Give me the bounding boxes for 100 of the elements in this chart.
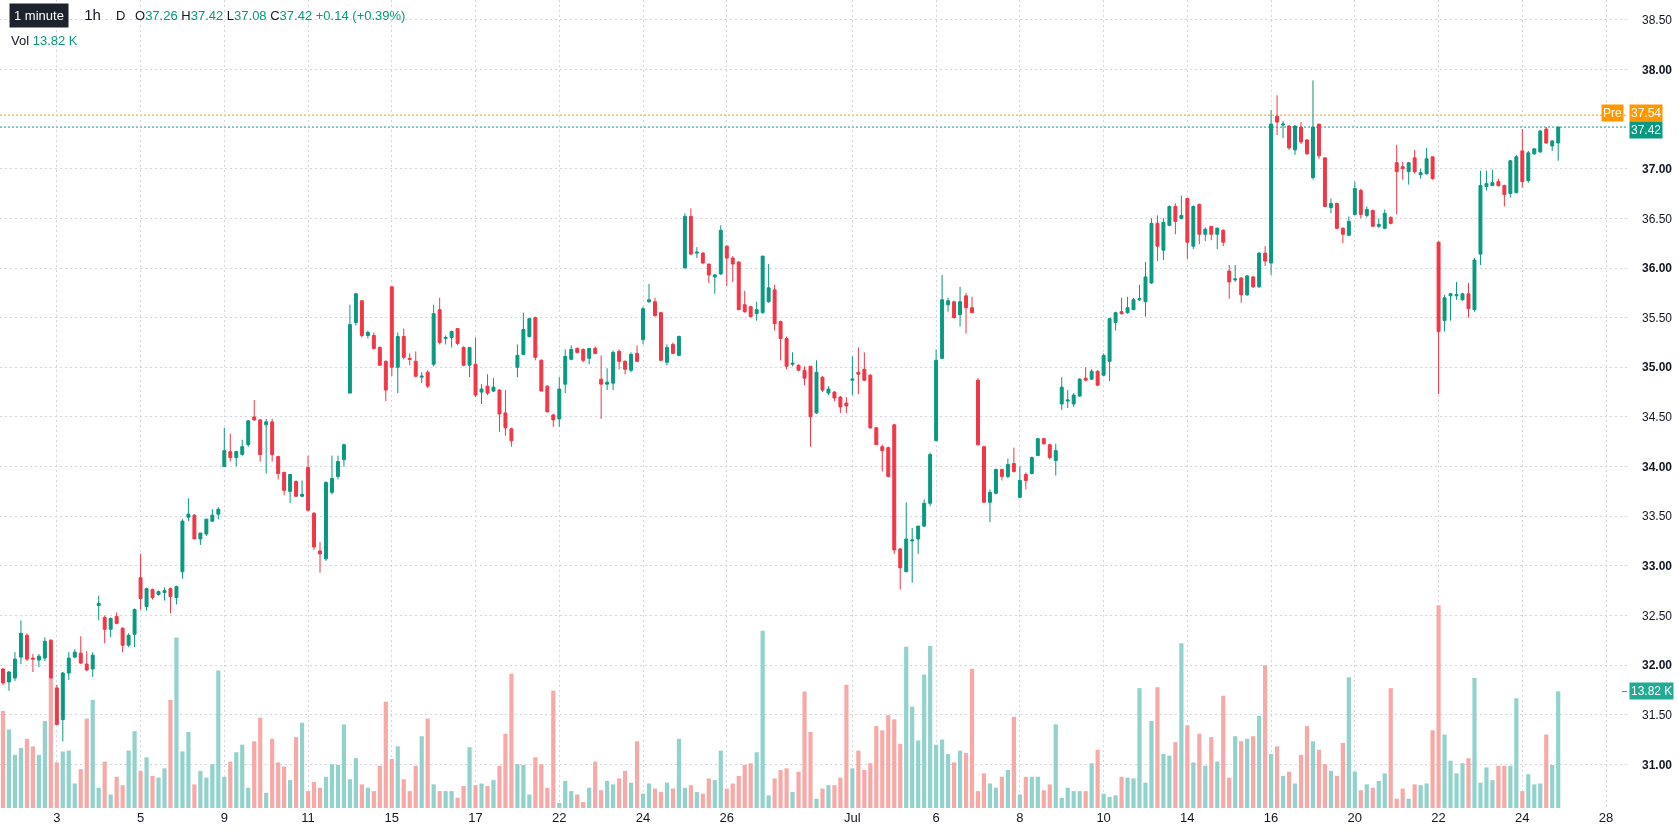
candlestick bbox=[306, 455, 311, 512]
candlestick bbox=[102, 614, 107, 644]
candlestick bbox=[982, 445, 986, 503]
bar bbox=[90, 699, 95, 808]
x-tick-label: 14 bbox=[1180, 810, 1195, 825]
candlestick bbox=[1514, 154, 1519, 195]
bar bbox=[1023, 776, 1028, 808]
candlestick bbox=[473, 336, 478, 398]
candlestick bbox=[1191, 204, 1196, 250]
candlestick bbox=[898, 547, 903, 591]
candlestick bbox=[1364, 205, 1369, 218]
bar bbox=[1412, 784, 1417, 808]
bar bbox=[353, 758, 358, 808]
y-tick-label: 37.00 bbox=[1642, 161, 1673, 176]
bar bbox=[814, 798, 819, 808]
candlestick bbox=[694, 246, 699, 259]
candlestick bbox=[431, 304, 436, 367]
candlestick bbox=[1053, 443, 1058, 476]
bar bbox=[886, 715, 891, 808]
candlestick bbox=[1041, 437, 1046, 446]
bar bbox=[1017, 794, 1022, 808]
bar bbox=[138, 770, 143, 808]
candlestick bbox=[605, 367, 610, 391]
candlestick bbox=[581, 347, 586, 363]
candlestick bbox=[126, 632, 131, 648]
candlestick bbox=[1257, 251, 1262, 289]
candlestick bbox=[419, 371, 424, 384]
candlestick bbox=[90, 651, 95, 678]
candlestick bbox=[270, 418, 275, 463]
bar bbox=[42, 721, 47, 808]
x-tick-label: 3 bbox=[53, 810, 61, 825]
candlestick bbox=[515, 343, 520, 378]
y-tick-label: 33.00 bbox=[1642, 559, 1673, 573]
candlestick bbox=[246, 419, 251, 448]
candlestick bbox=[24, 632, 29, 662]
bar bbox=[216, 670, 221, 808]
bar bbox=[198, 770, 203, 808]
candlestick bbox=[54, 684, 59, 726]
candlestick bbox=[371, 332, 376, 350]
bar bbox=[820, 788, 825, 808]
bar bbox=[826, 785, 831, 808]
candlestick bbox=[138, 553, 143, 610]
y-tick-label: 35.50 bbox=[1642, 310, 1673, 325]
candlestick bbox=[1508, 159, 1513, 199]
candlestick bbox=[479, 383, 484, 405]
bar bbox=[880, 730, 885, 808]
candlestick bbox=[599, 354, 604, 420]
bar bbox=[1424, 783, 1429, 808]
candlestick bbox=[264, 418, 269, 474]
bar bbox=[718, 750, 723, 808]
bar bbox=[1263, 665, 1268, 808]
candlestick bbox=[1550, 139, 1555, 152]
candlestick bbox=[1370, 208, 1375, 227]
bar bbox=[305, 791, 311, 808]
candlestick bbox=[1173, 202, 1178, 235]
candlestick bbox=[1029, 456, 1034, 475]
bar bbox=[736, 775, 741, 808]
bar bbox=[347, 779, 353, 808]
candlestick bbox=[1400, 161, 1405, 181]
bar bbox=[748, 763, 753, 808]
bar bbox=[1197, 733, 1202, 808]
bar bbox=[1245, 738, 1250, 808]
bar bbox=[611, 784, 616, 808]
candlestick bbox=[132, 607, 137, 648]
candlestick bbox=[42, 636, 47, 662]
candlestick bbox=[874, 426, 879, 446]
candlestick bbox=[1352, 181, 1357, 216]
bar bbox=[742, 764, 747, 808]
candlestick bbox=[748, 305, 753, 319]
candlestick bbox=[180, 518, 185, 580]
candlestick bbox=[353, 292, 358, 327]
y-tick-label: 31.50 bbox=[1642, 707, 1673, 722]
bar bbox=[1035, 776, 1040, 808]
bar bbox=[850, 768, 855, 808]
bar bbox=[551, 690, 556, 808]
bar bbox=[1155, 687, 1160, 808]
candlestick bbox=[1215, 226, 1220, 250]
candlestick bbox=[1209, 225, 1214, 241]
bar bbox=[335, 764, 341, 808]
bar bbox=[724, 788, 729, 808]
bar bbox=[617, 778, 622, 808]
bar bbox=[1316, 749, 1322, 808]
candlestick bbox=[228, 433, 233, 463]
candlestick bbox=[880, 444, 885, 472]
candlestick bbox=[1287, 124, 1291, 151]
bar bbox=[425, 718, 430, 808]
candlestick bbox=[814, 359, 819, 415]
candlestick bbox=[629, 351, 634, 373]
candlestick bbox=[1406, 161, 1411, 186]
x-tick-label: 9 bbox=[220, 810, 228, 825]
bar bbox=[1340, 742, 1345, 808]
candlestick bbox=[192, 513, 197, 540]
candlestick bbox=[551, 413, 556, 428]
bar bbox=[712, 780, 717, 808]
bar bbox=[383, 701, 388, 808]
bar bbox=[975, 791, 981, 808]
bar bbox=[1334, 775, 1339, 808]
bar bbox=[72, 783, 77, 808]
candlestick bbox=[1185, 197, 1190, 260]
candlestick bbox=[1245, 274, 1250, 297]
